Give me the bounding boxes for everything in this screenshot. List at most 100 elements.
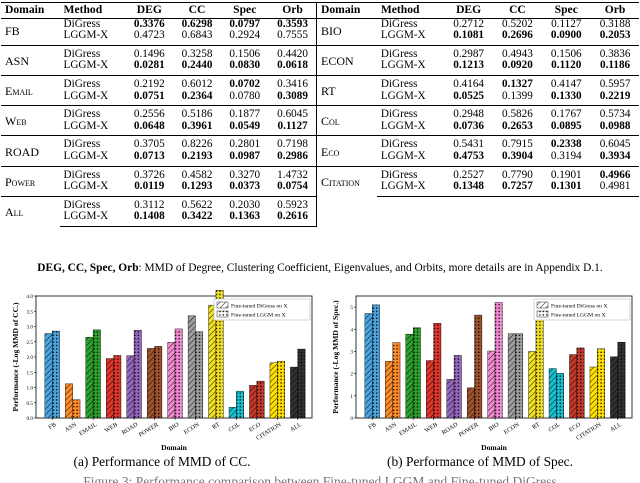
- y-tick-label: 2.5: [27, 340, 34, 346]
- value-cell: 0.5923: [268, 195, 317, 212]
- bar-digress-hatch: [147, 348, 155, 418]
- value-cell: 0.1348: [443, 180, 493, 197]
- bar-lggm-dots: [52, 331, 60, 418]
- value-cell: 0.2948: [443, 105, 493, 121]
- bar-lggm-dots: [515, 333, 523, 418]
- bar-lggm-dots: [195, 331, 203, 418]
- table-row: All DiGress 0.3112 0.5622 0.2030 0.5923: [1, 195, 317, 227]
- value-cell: 0.1901: [541, 165, 591, 182]
- x-axis-label: Domain: [481, 443, 508, 452]
- value-cell: 0.3904: [502, 149, 533, 162]
- x-tick-label: ALL: [609, 421, 623, 433]
- results-table-right: Domain Method DEG CC Spec Orb BIO DiGress 0.271…: [317, 2, 639, 197]
- y-axis-label: Performance (-Log MMD of Spec.): [331, 300, 340, 414]
- value-cell: 0.4723: [133, 29, 165, 42]
- bar-lggm-dots: [617, 342, 626, 418]
- value-cell: 0.3961: [181, 119, 213, 132]
- value-cell: 0.1120: [551, 59, 582, 72]
- value-cell: 0.5826: [492, 105, 542, 121]
- bar-lggm-dots: [372, 304, 380, 418]
- value-cell: 0.2556: [124, 105, 173, 121]
- bar-digress-hatch: [528, 351, 536, 418]
- value-cell: 0.2712: [453, 17, 484, 30]
- figure-caption: Figure 3: Performance comparison between…: [83, 474, 557, 483]
- domain-cell: BIO: [321, 23, 342, 38]
- chart-spec-svg: 0 1 2 3 4 5 Performance (-Log MMD of Spec.) FB A…: [331, 295, 633, 452]
- value-cell: 0.0373: [229, 180, 261, 193]
- value-cell: 0.7257: [492, 180, 542, 197]
- value-cell: 0.0780: [229, 89, 261, 102]
- bar-lggm-dots: [154, 346, 162, 418]
- value-cell: 0.4582: [172, 165, 221, 182]
- value-cell: 0.2440: [181, 59, 213, 72]
- method-cell: LGGM-X: [63, 29, 109, 42]
- value-cell: 0.3593: [277, 17, 308, 30]
- value-cell: 0.6045: [590, 135, 639, 151]
- legend-label-lggm: Fine-tuned LGGM on X: [231, 313, 286, 319]
- value-cell: 0.0618: [277, 59, 308, 72]
- method-cell: LGGM-X: [380, 119, 426, 132]
- value-cell: 0.0281: [133, 59, 165, 72]
- y-tick-label: 1.0: [27, 386, 34, 392]
- column-header: Spec: [541, 2, 591, 19]
- method-cell: DiGress: [376, 44, 444, 61]
- value-cell: 0.3376: [133, 17, 165, 30]
- value-cell: 0.1213: [453, 59, 484, 72]
- column-header: DEG: [443, 2, 493, 19]
- table-body-right: BIO DiGress 0.2712 0.5202 0.1127 0.3188 LGGM-X…: [317, 17, 639, 197]
- x-tick-label: WEB: [423, 421, 438, 434]
- value-cell: 0.1127: [277, 119, 308, 132]
- value-cell: 0.1301: [541, 180, 591, 197]
- table-row: LGGM-X 0.0751 0.2364 0.0780 0.3089: [1, 89, 317, 106]
- bar-digress-hatch: [569, 354, 577, 418]
- value-cell: 0.6298: [181, 17, 213, 30]
- table-row: Email DiGress 0.2192 0.6012 0.0702 0.3416: [1, 74, 317, 106]
- domain-cell: ASN: [1, 44, 60, 76]
- value-cell: 0.1327: [492, 74, 542, 91]
- y-tick-label: 1: [350, 394, 353, 400]
- method-cell: DiGress: [376, 105, 444, 121]
- column-header: Method: [59, 2, 125, 19]
- bar-digress-hatch: [269, 362, 278, 418]
- column-header: Method: [376, 2, 444, 19]
- value-cell: 0.2364: [181, 89, 213, 102]
- value-cell: 0.3934: [599, 149, 631, 162]
- value-cell: 0.0920: [502, 59, 533, 72]
- table-caption: DEG, CC, Spec, Orb: MMD of Degree, Clust…: [0, 262, 640, 274]
- results-table-left: Domain Method DEG CC Spec Orb FB DiGress 0.3376…: [1, 2, 317, 227]
- column-header: CC: [492, 2, 542, 19]
- x-tick-label: ROAD: [441, 421, 460, 437]
- value-cell: 0.2527: [443, 165, 493, 182]
- method-cell: LGGM-X: [63, 119, 109, 132]
- x-tick-label: WEB: [103, 421, 118, 434]
- bar-digress-hatch: [229, 407, 237, 418]
- value-cell: 0.4753: [453, 149, 484, 162]
- value-cell: 0.3705: [124, 135, 173, 151]
- table-row: LGGM-X 0.1408 0.3422 0.1363 0.2616: [1, 210, 317, 227]
- table-row: LGGM-X 0.1348 0.7257 0.1301 0.4981: [317, 180, 639, 197]
- value-cell: 0.7915: [492, 135, 542, 151]
- x-tick-label: BIO: [167, 421, 180, 433]
- bar-lggm-dots: [454, 355, 462, 418]
- bar-digress-hatch: [589, 366, 598, 418]
- value-cell: 0.3112: [124, 195, 173, 212]
- value-cell: 0.1877: [220, 105, 269, 121]
- x-tick-label: RT: [211, 421, 221, 431]
- chart-cc-svg: 0.0 0.5 1.0 1.5 2.0 2.5 3.0 3.5 4.0 Performance (…: [11, 290, 313, 452]
- y-tick-label: 3.5: [27, 309, 34, 315]
- value-cell: 0.5186: [172, 105, 221, 121]
- table-row: LGGM-X 0.0281 0.2440 0.0830 0.0618: [1, 60, 317, 75]
- value-cell: 0.5431: [443, 135, 493, 151]
- method-cell: LGGM-X: [63, 180, 109, 193]
- caption-text: : MMD of Degree, Clustering Coefficient,…: [138, 262, 603, 274]
- bar-lggm-dots: [277, 361, 285, 418]
- bar-lggm-dots: [72, 399, 81, 418]
- method-cell: LGGM-X: [63, 59, 109, 72]
- bar-digress-hatch: [44, 333, 53, 418]
- value-cell: 0.6012: [172, 74, 221, 91]
- value-cell: 0.2193: [181, 149, 213, 162]
- y-tick-label: 3: [350, 349, 353, 355]
- value-cell: 0.2338: [541, 135, 591, 151]
- value-cell: 0.2030: [220, 195, 269, 212]
- domain-cell: Power: [1, 165, 60, 197]
